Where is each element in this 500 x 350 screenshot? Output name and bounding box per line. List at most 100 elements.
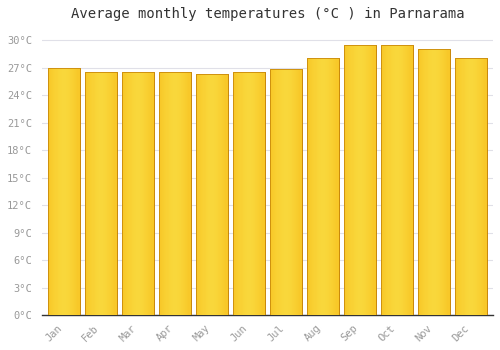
Bar bbox=[139, 72, 140, 315]
Bar bbox=[242, 72, 244, 315]
Bar bbox=[458, 58, 460, 315]
Bar bbox=[370, 44, 372, 315]
Bar bbox=[330, 58, 331, 315]
Bar bbox=[442, 49, 444, 315]
Bar bbox=[173, 72, 174, 315]
Bar bbox=[479, 58, 480, 315]
Bar bbox=[381, 44, 382, 315]
Bar bbox=[328, 58, 329, 315]
Bar bbox=[398, 44, 399, 315]
Bar bbox=[216, 74, 217, 315]
Bar bbox=[312, 58, 314, 315]
Bar bbox=[247, 72, 248, 315]
Bar bbox=[456, 58, 457, 315]
Bar bbox=[401, 44, 402, 315]
Bar bbox=[291, 69, 292, 315]
Bar bbox=[137, 72, 138, 315]
Bar bbox=[128, 72, 130, 315]
Bar bbox=[262, 72, 264, 315]
Bar bbox=[392, 44, 394, 315]
Bar bbox=[365, 44, 366, 315]
Bar bbox=[246, 72, 247, 315]
Bar bbox=[402, 44, 403, 315]
Bar bbox=[92, 72, 94, 315]
Bar bbox=[70, 68, 71, 315]
Bar bbox=[290, 69, 291, 315]
Bar bbox=[140, 72, 141, 315]
Bar bbox=[314, 58, 316, 315]
Bar bbox=[410, 44, 412, 315]
Bar bbox=[455, 58, 456, 315]
Bar bbox=[168, 72, 170, 315]
Bar bbox=[170, 72, 172, 315]
Bar bbox=[226, 74, 228, 315]
Bar bbox=[188, 72, 190, 315]
Title: Average monthly temperatures (°C ) in Parnarama: Average monthly temperatures (°C ) in Pa… bbox=[70, 7, 464, 21]
Bar bbox=[474, 58, 475, 315]
Bar bbox=[360, 44, 361, 315]
Bar bbox=[473, 58, 474, 315]
Bar bbox=[422, 49, 424, 315]
Bar bbox=[248, 72, 249, 315]
Bar bbox=[440, 49, 441, 315]
Bar bbox=[348, 44, 350, 315]
Bar bbox=[102, 72, 103, 315]
Bar bbox=[367, 44, 368, 315]
Bar bbox=[67, 68, 68, 315]
Bar bbox=[48, 68, 49, 315]
Bar bbox=[234, 72, 235, 315]
Bar bbox=[476, 58, 477, 315]
Bar bbox=[470, 58, 471, 315]
Bar bbox=[383, 44, 384, 315]
Bar bbox=[460, 58, 462, 315]
Bar bbox=[477, 58, 478, 315]
Bar bbox=[56, 68, 58, 315]
Bar bbox=[78, 68, 80, 315]
Bar bbox=[439, 49, 440, 315]
Bar bbox=[430, 49, 432, 315]
Bar bbox=[183, 72, 184, 315]
Bar bbox=[60, 68, 62, 315]
Bar bbox=[396, 44, 397, 315]
Bar bbox=[105, 72, 106, 315]
Bar bbox=[257, 72, 258, 315]
Bar bbox=[50, 68, 51, 315]
Bar bbox=[298, 69, 300, 315]
Bar bbox=[405, 44, 406, 315]
Bar bbox=[178, 72, 179, 315]
Bar bbox=[482, 58, 484, 315]
Bar bbox=[177, 72, 178, 315]
Bar bbox=[146, 72, 148, 315]
Bar bbox=[280, 69, 281, 315]
Bar bbox=[144, 72, 145, 315]
Bar bbox=[202, 74, 203, 315]
Bar bbox=[475, 58, 476, 315]
Bar bbox=[428, 49, 430, 315]
Bar bbox=[215, 74, 216, 315]
Bar bbox=[142, 72, 143, 315]
Bar bbox=[287, 69, 288, 315]
Bar bbox=[182, 72, 183, 315]
Bar bbox=[270, 69, 302, 315]
Bar bbox=[292, 69, 293, 315]
Bar bbox=[224, 74, 226, 315]
Bar bbox=[282, 69, 284, 315]
Bar bbox=[175, 72, 176, 315]
Bar bbox=[352, 44, 354, 315]
Bar bbox=[255, 72, 256, 315]
Bar bbox=[480, 58, 482, 315]
Bar bbox=[350, 44, 352, 315]
Bar bbox=[126, 72, 128, 315]
Bar bbox=[233, 72, 264, 315]
Bar bbox=[69, 68, 70, 315]
Bar bbox=[198, 74, 200, 315]
Bar bbox=[176, 72, 177, 315]
Bar bbox=[441, 49, 442, 315]
Bar bbox=[161, 72, 162, 315]
Bar bbox=[214, 74, 215, 315]
Bar bbox=[354, 44, 356, 315]
Bar bbox=[329, 58, 330, 315]
Bar bbox=[233, 72, 234, 315]
Bar bbox=[455, 58, 486, 315]
Bar bbox=[372, 44, 374, 315]
